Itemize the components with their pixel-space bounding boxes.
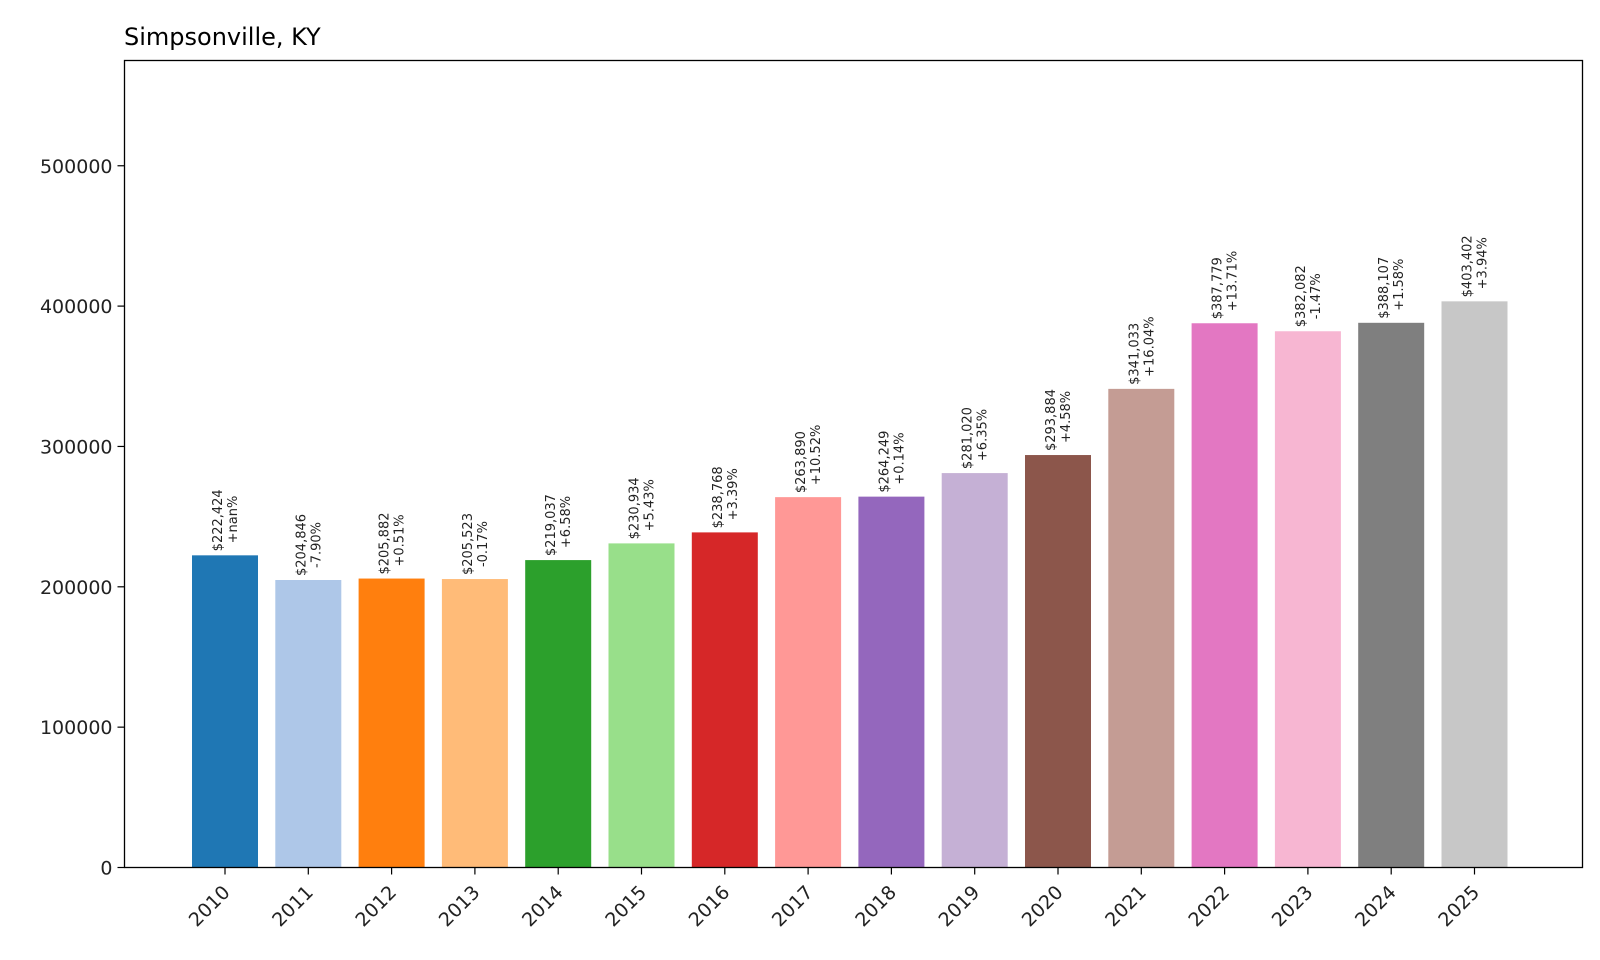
bar-2025 [1441, 301, 1508, 868]
change-label-2017: +10.52% [809, 425, 824, 485]
bar-2017 [775, 497, 842, 868]
value-label-2023: $382,082 [1294, 265, 1309, 327]
value-label-2010: $222,424 [211, 489, 226, 551]
value-label-2020: $293,884 [1044, 389, 1059, 451]
change-label-2018: +0.14% [892, 432, 907, 484]
value-label-2016: $238,768 [711, 466, 726, 528]
value-label-2022: $387,779 [1211, 257, 1226, 319]
x-tick-label-2014: 2014 [518, 881, 568, 931]
value-label-2019: $281,020 [961, 407, 976, 469]
x-tick-label-2025: 2025 [1434, 881, 1484, 931]
bar-2021 [1108, 388, 1175, 868]
bar-2016 [691, 532, 758, 868]
x-tick-label-2017: 2017 [768, 881, 818, 931]
change-label-2010: +nan% [226, 496, 241, 544]
y-axis: 0 100000 200000 300000 400000 500000 [40, 156, 125, 880]
y-tick-label: 0 [100, 858, 112, 880]
y-tick-label: 200000 [40, 577, 113, 599]
value-label-2011: $204,846 [294, 514, 309, 576]
x-tick-label-2019: 2019 [934, 881, 984, 931]
change-label-2013: -0.17% [476, 521, 491, 567]
bar-2018 [858, 496, 925, 868]
change-label-2023: -1.47% [1309, 273, 1324, 319]
value-label-2018: $264,249 [877, 431, 892, 493]
bar-2014 [525, 560, 592, 868]
change-label-2014: +6.58% [559, 496, 574, 548]
bars [192, 301, 1508, 868]
bar-2023 [1274, 331, 1341, 868]
change-label-2024: +1.58% [1392, 259, 1407, 311]
bar-2011 [275, 580, 342, 868]
y-tick-label: 400000 [40, 296, 113, 318]
x-tick-label-2023: 2023 [1268, 881, 1318, 931]
change-label-2022: +13.71% [1226, 251, 1241, 311]
x-tick-label-2022: 2022 [1184, 881, 1234, 931]
x-axis: 2010 2011 2012 2013 2014 2015 2016 2017 2018 2019… [185, 867, 1484, 931]
value-label-2021: $341,033 [1127, 323, 1142, 385]
change-label-2020: +4.58% [1059, 391, 1074, 443]
change-label-2021: +16.04% [1142, 316, 1157, 376]
x-tick-label-2024: 2024 [1351, 881, 1401, 931]
value-label-2025: $403,402 [1461, 235, 1476, 297]
bar-2020 [1025, 455, 1091, 868]
x-tick-label-2012: 2012 [351, 881, 401, 931]
value-label-2017: $263,890 [794, 431, 809, 493]
change-label-2019: +6.35% [976, 409, 991, 461]
y-tick-label: 500000 [40, 156, 113, 178]
bar-labels: $222,424 +nan% $204,846 -7.90% $205,882 +0.51… [211, 235, 1491, 576]
y-tick-label: 100000 [40, 717, 113, 739]
value-label-2014: $219,037 [544, 494, 559, 556]
y-tick-label: 300000 [40, 436, 113, 458]
x-tick-label-2016: 2016 [685, 881, 735, 931]
x-tick-label-2015: 2015 [601, 881, 651, 931]
x-tick-label-2011: 2011 [268, 881, 318, 931]
x-tick-label-2020: 2020 [1018, 881, 1068, 931]
value-label-2015: $230,934 [628, 477, 643, 539]
value-label-2012: $205,882 [378, 513, 393, 575]
bar-2012 [358, 578, 425, 868]
x-tick-label-2021: 2021 [1101, 881, 1151, 931]
bar-2010 [192, 555, 258, 868]
change-label-2015: +5.43% [643, 479, 658, 531]
chart-title: Simpsonville, KY [124, 23, 321, 51]
x-tick-label-2013: 2013 [435, 881, 485, 931]
x-tick-label-2018: 2018 [851, 881, 901, 931]
bar-2015 [608, 543, 675, 868]
bar-2013 [441, 579, 508, 868]
bar-2024 [1358, 322, 1425, 868]
plot-frame [123, 59, 1584, 869]
value-label-2024: $388,107 [1377, 257, 1392, 319]
bar-2022 [1191, 323, 1258, 868]
change-label-2011: -7.90% [309, 522, 324, 568]
change-label-2016: +3.39% [726, 468, 741, 520]
x-tick-label-2010: 2010 [185, 881, 235, 931]
change-label-2012: +0.51% [393, 514, 408, 566]
bar-2019 [941, 473, 1008, 868]
change-label-2025: +3.94% [1476, 237, 1491, 289]
value-label-2013: $205,523 [461, 513, 476, 575]
